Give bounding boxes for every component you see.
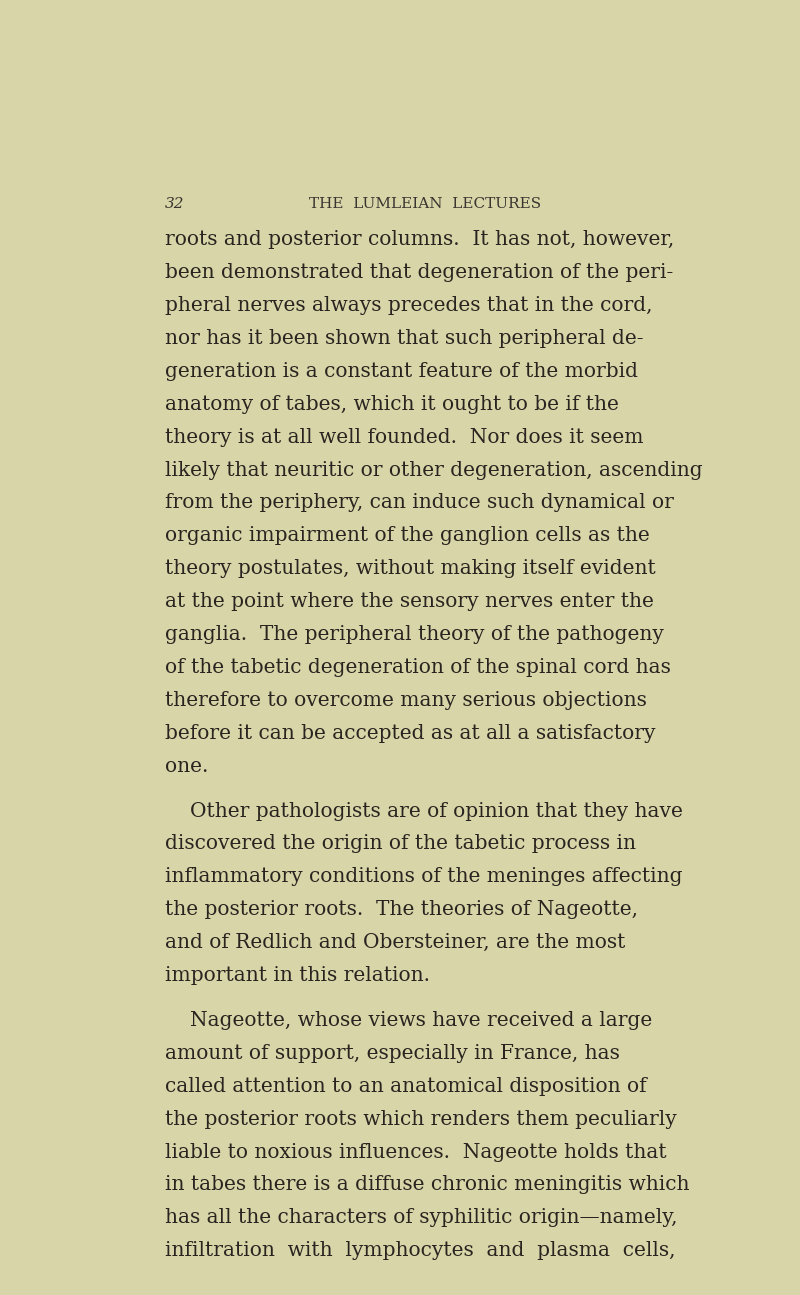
- Text: important in this relation.: important in this relation.: [165, 966, 430, 985]
- Text: theory postulates, without making itself evident: theory postulates, without making itself…: [165, 559, 656, 579]
- Text: Nageotte, whose views have received a large: Nageotte, whose views have received a la…: [190, 1011, 652, 1030]
- Text: inflammatory conditions of the meninges affecting: inflammatory conditions of the meninges …: [165, 868, 682, 886]
- Text: has all the characters of syphilitic origin—namely,: has all the characters of syphilitic ori…: [165, 1208, 678, 1228]
- Text: amount of support, especially in France, has: amount of support, especially in France,…: [165, 1044, 620, 1063]
- Text: before it can be accepted as at all a satisfactory: before it can be accepted as at all a sa…: [165, 724, 656, 743]
- Text: generation is a constant feature of the morbid: generation is a constant feature of the …: [165, 361, 638, 381]
- Text: organic impairment of the ganglion cells as the: organic impairment of the ganglion cells…: [165, 526, 650, 545]
- Text: in tabes there is a diffuse chronic meningitis which: in tabes there is a diffuse chronic meni…: [165, 1176, 690, 1194]
- Text: nor has it been shown that such peripheral de-: nor has it been shown that such peripher…: [165, 329, 643, 348]
- Text: and of Redlich and Obersteiner, are the most: and of Redlich and Obersteiner, are the …: [165, 934, 626, 952]
- Text: THE  LUMLEIAN  LECTURES: THE LUMLEIAN LECTURES: [310, 197, 542, 211]
- Text: therefore to overcome many serious objections: therefore to overcome many serious objec…: [165, 690, 647, 710]
- Text: from the periphery, can induce such dynamical or: from the periphery, can induce such dyna…: [165, 493, 674, 513]
- Text: at the point where the sensory nerves enter the: at the point where the sensory nerves en…: [165, 592, 654, 611]
- Text: discovered the origin of the tabetic process in: discovered the origin of the tabetic pro…: [165, 834, 636, 853]
- Text: liable to noxious influences.  Nageotte holds that: liable to noxious influences. Nageotte h…: [165, 1142, 666, 1162]
- Text: Other pathologists are of opinion that they have: Other pathologists are of opinion that t…: [190, 802, 682, 821]
- Text: theory is at all well founded.  Nor does it seem: theory is at all well founded. Nor does …: [165, 427, 643, 447]
- Text: anatomy of tabes, which it ought to be if the: anatomy of tabes, which it ought to be i…: [165, 395, 619, 413]
- Text: been demonstrated that degeneration of the peri-: been demonstrated that degeneration of t…: [165, 263, 674, 282]
- Text: one.: one.: [165, 756, 209, 776]
- Text: pheral nerves always precedes that in the cord,: pheral nerves always precedes that in th…: [165, 297, 653, 315]
- Text: the posterior roots which renders them peculiarly: the posterior roots which renders them p…: [165, 1110, 677, 1129]
- Text: 32: 32: [165, 197, 185, 211]
- Text: roots and posterior columns.  It has not, however,: roots and posterior columns. It has not,…: [165, 231, 674, 249]
- Text: ganglia.  The peripheral theory of the pathogeny: ganglia. The peripheral theory of the pa…: [165, 625, 664, 644]
- Text: the posterior roots.  The theories of Nageotte,: the posterior roots. The theories of Nag…: [165, 900, 638, 919]
- Text: infiltration  with  lymphocytes  and  plasma  cells,: infiltration with lymphocytes and plasma…: [165, 1242, 675, 1260]
- Text: of the tabetic degeneration of the spinal cord has: of the tabetic degeneration of the spina…: [165, 658, 671, 677]
- Text: called attention to an anatomical disposition of: called attention to an anatomical dispos…: [165, 1076, 646, 1096]
- Text: likely that neuritic or other degeneration, ascending: likely that neuritic or other degenerati…: [165, 461, 702, 479]
